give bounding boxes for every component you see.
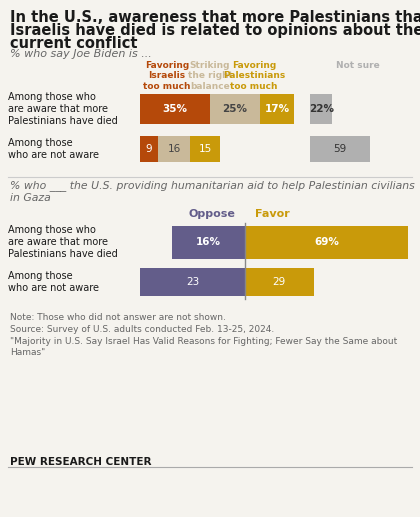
Text: 69%: 69% [314,237,339,247]
Text: Favoring
Israelis
too much: Favoring Israelis too much [143,61,191,91]
Text: 17%: 17% [265,104,289,114]
Text: current conflict: current conflict [10,36,137,51]
Bar [260,94,294,124]
Text: 29: 29 [273,277,286,287]
Text: Among those who
are aware that more
Palestinians have died: Among those who are aware that more Pale… [8,93,118,126]
Text: % who ___ the U.S. providing humanitarian aid to help Palestinian civilians
in G: % who ___ the U.S. providing humanitaria… [10,180,415,203]
Bar [158,136,190,162]
Text: Not sure: Not sure [336,61,380,70]
Text: 59: 59 [333,144,347,154]
Text: 25%: 25% [223,104,247,114]
Bar [140,268,245,296]
Text: Israelis have died is related to opinions about the: Israelis have died is related to opinion… [10,23,420,38]
Text: % who say Joe Biden is ...: % who say Joe Biden is ... [10,49,152,59]
Text: 22%: 22% [309,104,334,114]
Text: Among those
who are not aware: Among those who are not aware [8,271,99,293]
Bar [140,94,210,124]
Text: 9: 9 [146,144,152,154]
Text: Among those
who are not aware: Among those who are not aware [8,138,99,160]
Bar [190,136,220,162]
Bar [310,94,333,124]
Text: Favoring
Palestinians
too much: Favoring Palestinians too much [223,61,285,91]
Bar [245,268,313,296]
Bar [245,225,408,258]
Text: Favor: Favor [255,209,290,219]
Text: 16%: 16% [196,237,221,247]
Bar [172,225,245,258]
Bar [310,136,370,162]
Text: 23: 23 [186,277,199,287]
Text: Note: Those who did not answer are not shown.
Source: Survey of U.S. adults cond: Note: Those who did not answer are not s… [10,313,397,357]
Bar [210,94,260,124]
Text: In the U.S., awareness that more Palestinians than: In the U.S., awareness that more Palesti… [10,10,420,25]
Text: 35%: 35% [163,104,187,114]
Text: Striking
the right
balance: Striking the right balance [187,61,233,91]
Bar [140,136,158,162]
Text: PEW RESEARCH CENTER: PEW RESEARCH CENTER [10,457,152,467]
Text: Oppose: Oppose [188,209,235,219]
Text: Among those who
are aware that more
Palestinians have died: Among those who are aware that more Pale… [8,225,118,258]
Text: 15: 15 [198,144,212,154]
Text: 16: 16 [168,144,181,154]
